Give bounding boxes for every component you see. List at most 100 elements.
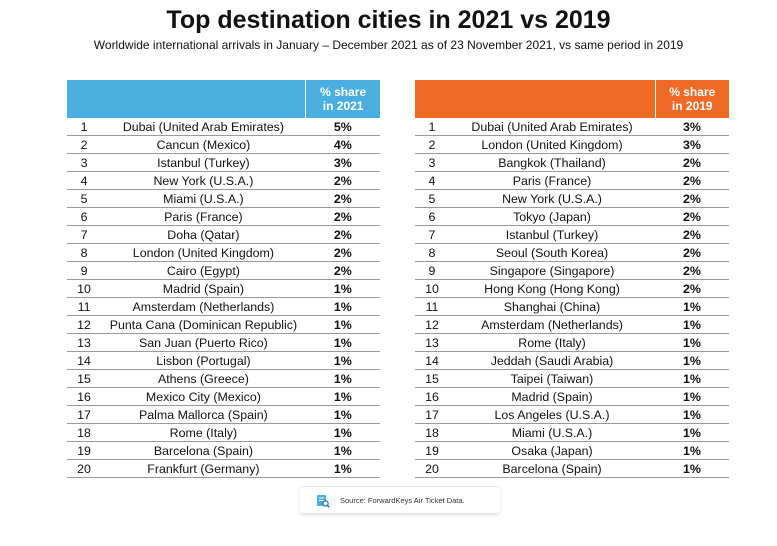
city-cell: Dubai (United Arab Emirates) xyxy=(101,118,306,136)
table-row: 11 Amsterdam (Netherlands) 1% xyxy=(67,297,380,316)
table-row: 14 Jeddah (Saudi Arabia) 1% xyxy=(415,351,729,370)
share-header-line: % share xyxy=(320,85,367,99)
share-cell: 2% xyxy=(305,243,380,262)
table-row: 5 Miami (U.S.A.) 2% xyxy=(67,189,380,208)
rank-cell: 2 xyxy=(415,135,449,154)
share-cell: 1% xyxy=(305,279,380,298)
city-cell: Lisbon (Portugal) xyxy=(101,351,306,370)
share-cell: 2% xyxy=(655,171,729,190)
city-cell: Tokyo (Japan) xyxy=(449,207,655,226)
table-row: 1 Dubai (United Arab Emirates) 5% xyxy=(67,118,380,136)
city-cell: Taipei (Taiwan) xyxy=(449,369,655,388)
share-cell: 1% xyxy=(655,315,729,334)
city-cell: Bangkok (Thailand) xyxy=(449,153,655,172)
city-cell: Punta Cana (Dominican Republic) xyxy=(101,315,306,334)
city-cell: Madrid (Spain) xyxy=(101,279,306,298)
source-note: Source: ForwardKeys Air Ticket Data. xyxy=(300,486,500,513)
table-row: 7 Doha (Qatar) 2% xyxy=(67,225,380,244)
share-cell: 2% xyxy=(305,261,380,280)
share-cell: 2% xyxy=(305,189,380,208)
rank-cell: 8 xyxy=(415,243,449,262)
rank-cell: 10 xyxy=(67,279,102,298)
table-row: 16 Madrid (Spain) 1% xyxy=(415,387,729,406)
city-cell: Amsterdam (Netherlands) xyxy=(449,315,655,334)
city-cell: Amsterdam (Netherlands) xyxy=(101,297,306,316)
share-cell: 4% xyxy=(305,135,380,154)
rank-cell: 15 xyxy=(415,369,449,388)
rank-cell: 9 xyxy=(415,261,449,280)
rank-cell: 1 xyxy=(67,118,102,136)
share-cell: 2% xyxy=(655,243,729,262)
rank-cell: 3 xyxy=(67,153,102,172)
city-cell: Jeddah (Saudi Arabia) xyxy=(449,351,655,370)
share-cell: 1% xyxy=(655,423,729,442)
rank-header xyxy=(415,80,449,118)
share-cell: 1% xyxy=(655,369,729,388)
share-cell: 1% xyxy=(305,441,380,460)
city-cell: Miami (U.S.A.) xyxy=(101,189,306,208)
share-cell: 1% xyxy=(655,405,729,424)
rank-cell: 17 xyxy=(415,405,449,424)
city-header xyxy=(449,80,655,118)
share-cell: 2% xyxy=(655,279,729,298)
table-row: 20 Barcelona (Spain) 1% xyxy=(415,459,729,478)
city-cell: Istanbul (Turkey) xyxy=(449,225,655,244)
rank-cell: 11 xyxy=(67,297,102,316)
rank-cell: 5 xyxy=(67,189,102,208)
rank-cell: 11 xyxy=(415,297,449,316)
share-cell: 2% xyxy=(305,171,380,190)
page-title: Top destination cities in 2021 vs 2019 xyxy=(166,6,611,34)
rank-cell: 7 xyxy=(415,225,449,244)
city-cell: Athens (Greece) xyxy=(101,369,306,388)
table-row: 6 Tokyo (Japan) 2% xyxy=(415,207,729,226)
share-cell: 1% xyxy=(305,315,380,334)
share-cell: 1% xyxy=(655,351,729,370)
rank-cell: 4 xyxy=(67,171,102,190)
share-cell: 2% xyxy=(305,207,380,226)
share-header-line: in 2021 xyxy=(322,99,364,113)
share-cell: 1% xyxy=(655,297,729,316)
table-row: 18 Miami (U.S.A.) 1% xyxy=(415,423,729,442)
rank-cell: 2 xyxy=(67,135,102,154)
table-row: 10 Hong Kong (Hong Kong) 2% xyxy=(415,279,729,298)
table-row: 1 Dubai (United Arab Emirates) 3% xyxy=(415,118,729,136)
share-cell: 2% xyxy=(655,261,729,280)
rank-cell: 14 xyxy=(415,351,449,370)
table-row: 2 London (United Kingdom) 3% xyxy=(415,135,729,154)
table-row: 4 New York (U.S.A.) 2% xyxy=(67,171,380,190)
rank-cell: 13 xyxy=(415,333,449,352)
share-cell: 1% xyxy=(305,405,380,424)
share-cell: 1% xyxy=(305,351,380,370)
city-cell: Cancun (Mexico) xyxy=(101,135,306,154)
table-row: 18 Rome (Italy) 1% xyxy=(67,423,380,442)
share-cell: 3% xyxy=(655,118,729,136)
table-2021: % share in 2021 1 Dubai (United Arab Emir… xyxy=(67,80,380,478)
rank-header xyxy=(67,80,102,118)
table-row: 19 Osaka (Japan) 1% xyxy=(415,441,729,460)
rank-cell: 13 xyxy=(67,333,102,352)
table-row: 8 London (United Kingdom) 2% xyxy=(67,243,380,262)
city-cell: Osaka (Japan) xyxy=(449,441,655,460)
share-cell: 2% xyxy=(655,189,729,208)
rank-cell: 19 xyxy=(415,441,449,460)
share-cell: 2% xyxy=(655,207,729,226)
table-row: 19 Barcelona (Spain) 1% xyxy=(67,441,380,460)
share-cell: 2% xyxy=(655,153,729,172)
table-row: 4 Paris (France) 2% xyxy=(415,171,729,190)
city-cell: Singapore (Singapore) xyxy=(449,261,655,280)
table-row: 8 Seoul (South Korea) 2% xyxy=(415,243,729,262)
city-cell: Shanghai (China) xyxy=(449,297,655,316)
city-cell: Paris (France) xyxy=(449,171,655,190)
rank-cell: 12 xyxy=(415,315,449,334)
share-cell: 1% xyxy=(305,387,380,406)
share-cell: 2% xyxy=(655,225,729,244)
source-text: Source: ForwardKeys Air Ticket Data. xyxy=(340,496,465,505)
rank-cell: 12 xyxy=(67,315,102,334)
table-row: 16 Mexico City (Mexico) 1% xyxy=(67,387,380,406)
rank-cell: 20 xyxy=(67,459,102,478)
rank-cell: 19 xyxy=(67,441,102,460)
table-row: 6 Paris (France) 2% xyxy=(67,207,380,226)
table-row: 17 Los Angeles (U.S.A.) 1% xyxy=(415,405,729,424)
share-cell: 1% xyxy=(305,333,380,352)
city-header xyxy=(101,80,306,118)
